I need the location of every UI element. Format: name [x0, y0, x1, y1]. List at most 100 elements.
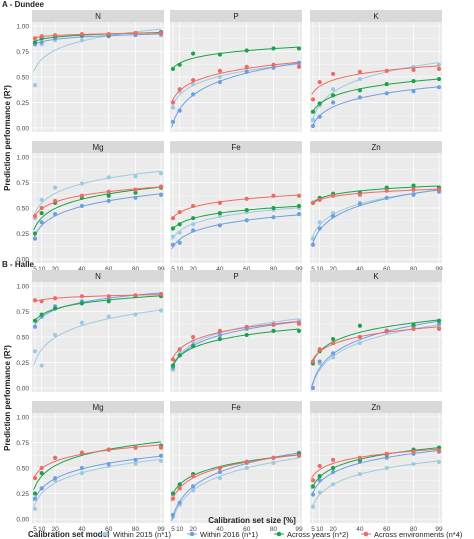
point-across_years	[39, 471, 44, 476]
facet-strip	[170, 270, 302, 282]
fit-line-within_2015	[33, 170, 162, 216]
point-within_2016	[331, 469, 336, 475]
x-tick-label: 99	[435, 266, 443, 273]
point-across_years	[384, 185, 389, 190]
point-within_2016	[296, 212, 302, 217]
point-across_env	[133, 445, 138, 450]
point-within_2016	[271, 215, 276, 220]
point-across_years	[191, 51, 196, 56]
y-tick-label: 0.75	[16, 180, 29, 187]
point-across_env	[158, 184, 164, 189]
point-within_2016	[177, 240, 182, 245]
point-across_env	[32, 298, 38, 303]
point-across_years	[244, 332, 249, 338]
panel-p: P	[170, 10, 302, 132]
x-tick-label: 80	[410, 266, 418, 273]
point-within_2016	[53, 212, 58, 217]
x-tick-label: 99	[157, 526, 165, 533]
point-within_2015	[436, 459, 442, 464]
point-across_years	[106, 193, 111, 198]
point-within_2015	[158, 171, 164, 176]
legend-title: Calibration set model	[28, 530, 109, 539]
point-across_years	[79, 301, 85, 306]
x-tick-label: 60	[383, 526, 391, 533]
panel-p: P	[170, 270, 302, 392]
point-across_env	[106, 447, 111, 452]
panel-k: K	[310, 270, 442, 392]
point-across_years	[106, 299, 111, 304]
legend-label: Within 2015 (n*1)	[113, 530, 171, 539]
point-within_2016	[317, 478, 322, 483]
point-within_2016	[170, 512, 176, 518]
x-axis-title: Calibration set size [%]	[208, 516, 296, 525]
point-across_years	[170, 66, 176, 71]
x-tick-label: 40	[78, 526, 86, 533]
point-within_2015	[191, 488, 196, 493]
point-across_years	[244, 207, 249, 213]
point-across_years	[177, 482, 182, 487]
point-across_env	[411, 67, 416, 72]
point-within_2015	[384, 465, 389, 471]
point-across_env	[79, 450, 85, 455]
point-across_env	[106, 294, 111, 299]
x-tick-label: 60	[243, 266, 251, 273]
point-within_2015	[53, 332, 58, 338]
point-across_years	[436, 445, 442, 450]
point-within_2016	[191, 228, 196, 233]
point-within_2016	[331, 214, 336, 219]
point-within_2015	[133, 461, 138, 467]
point-across_env	[53, 455, 58, 460]
point-within_2016	[39, 486, 44, 491]
facet-strip	[170, 401, 302, 413]
y-tick-label: 1.00	[16, 155, 29, 162]
x-tick-label: 40	[216, 526, 224, 533]
point-within_2016	[79, 203, 85, 209]
panel-n: N 0.00 0.25 0.50 0.75 1.00	[16, 10, 164, 133]
panel-mg: Mg 0.00 0.25 0.50 0.75 1.00 5 10 20 40 60 80 99	[16, 401, 165, 533]
point-across_years	[271, 205, 276, 211]
point-across_years	[32, 231, 38, 236]
point-within_2016	[217, 80, 223, 85]
x-tick-label: 99	[157, 266, 165, 273]
facet-strip	[32, 10, 164, 22]
point-across_env	[191, 334, 196, 340]
point-within_2015	[79, 181, 85, 186]
y-tick-label: 0.25	[16, 491, 29, 498]
point-across_env	[357, 455, 363, 460]
point-within_2015	[133, 174, 138, 179]
point-across_env	[331, 341, 336, 346]
point-across_env	[217, 68, 223, 73]
point-across_years	[177, 222, 182, 227]
x-tick-label: 40	[216, 266, 224, 273]
point-across_years	[170, 226, 176, 231]
panel-zn: Zn 5 10 20 40 60 80 99	[310, 141, 443, 273]
point-within_2015	[32, 349, 38, 354]
facet-strip	[170, 10, 302, 22]
point-across_env	[411, 187, 416, 192]
point-across_env	[133, 187, 138, 192]
point-within_2016	[244, 69, 249, 74]
point-within_2015	[170, 234, 176, 239]
point-across_env	[384, 68, 389, 73]
point-across_env	[244, 459, 249, 464]
x-tick-label: 5	[311, 526, 315, 533]
point-across_env	[271, 455, 276, 460]
point-within_2015	[317, 220, 322, 225]
point-within_2015	[357, 76, 363, 82]
point-across_env	[133, 293, 138, 298]
point-across_years	[411, 78, 416, 84]
y-tick-label: 0.25	[16, 360, 29, 367]
y-tick-label: 0.00	[16, 257, 29, 264]
legend-label: Across environments (n*4)	[374, 530, 463, 539]
point-within_2015	[32, 506, 38, 511]
fit-line-across_env	[171, 320, 300, 361]
point-within_2016	[39, 40, 44, 45]
point-across_env	[357, 192, 363, 197]
point-across_years	[357, 323, 363, 328]
facet-label: N	[95, 12, 101, 21]
point-within_2015	[217, 476, 223, 481]
y-tick-label: 0.50	[16, 466, 29, 473]
point-within_2016	[217, 223, 223, 228]
point-across_env	[217, 200, 223, 205]
y-axis-title-a: Prediction performance (R²)	[3, 85, 12, 191]
